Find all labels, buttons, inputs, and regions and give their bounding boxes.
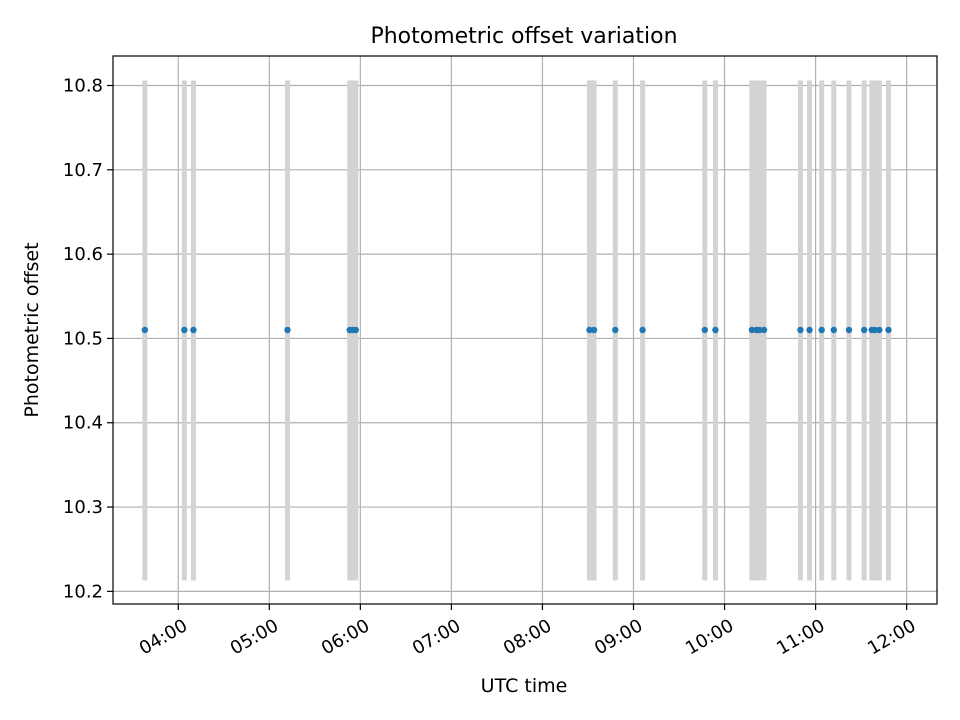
offset-point [845, 326, 853, 334]
x-tick-label: 05:00 [227, 615, 282, 659]
offset-point [141, 326, 149, 334]
offset-point [701, 326, 709, 334]
offset-point [830, 326, 838, 334]
offset-point [590, 326, 598, 334]
offset-point [639, 326, 646, 334]
offset-point [871, 326, 878, 334]
exposure-bands [142, 80, 891, 581]
x-tick-label: 11:00 [773, 615, 828, 659]
offset-point [181, 326, 188, 334]
y-axis-ticks: 10.2 10.3 10.4 10.5 10.6 10.7 10.8 [63, 76, 113, 602]
x-tick-label: 08:00 [500, 615, 555, 659]
y-axis-label: Photometric offset [21, 242, 43, 417]
offset-point [756, 326, 763, 334]
y-tick-label: 10.6 [63, 244, 103, 265]
y-tick-label: 10.8 [63, 76, 103, 97]
x-tick-label: 06:00 [318, 615, 373, 659]
offset-point [284, 326, 291, 334]
x-tick-label: 07:00 [409, 615, 464, 659]
x-tick-label: 09:00 [591, 615, 646, 659]
x-tick-label: 12:00 [864, 615, 919, 659]
offset-point [818, 326, 825, 334]
offset-point [190, 326, 197, 334]
offset-point [876, 326, 883, 334]
offset-point [748, 326, 756, 334]
offset-point [760, 326, 768, 334]
x-axis-ticks: 04:00 05:00 06:00 07:00 08:00 09:00 10:00 11:00… [136, 604, 920, 659]
offset-point [797, 326, 804, 334]
x-tick-label: 10:00 [682, 615, 737, 659]
y-tick-label: 10.2 [63, 581, 103, 602]
chart-title: Photometric offset variation [370, 24, 677, 49]
grid-lines [113, 56, 937, 604]
offset-point [352, 326, 359, 334]
y-tick-label: 10.4 [63, 413, 103, 434]
offset-point [860, 326, 868, 334]
offset-point [885, 326, 892, 334]
offset-point [712, 326, 719, 334]
plot-frame [112, 55, 938, 605]
offset-points [141, 326, 892, 334]
x-tick-label: 04:00 [136, 615, 191, 659]
y-tick-label: 10.3 [63, 497, 103, 518]
offset-point [612, 326, 619, 334]
offset-point [806, 326, 813, 334]
offset-point [586, 326, 593, 334]
x-axis-label: UTC time [481, 675, 568, 697]
y-tick-label: 10.7 [63, 160, 103, 181]
y-tick-label: 10.5 [63, 328, 103, 349]
